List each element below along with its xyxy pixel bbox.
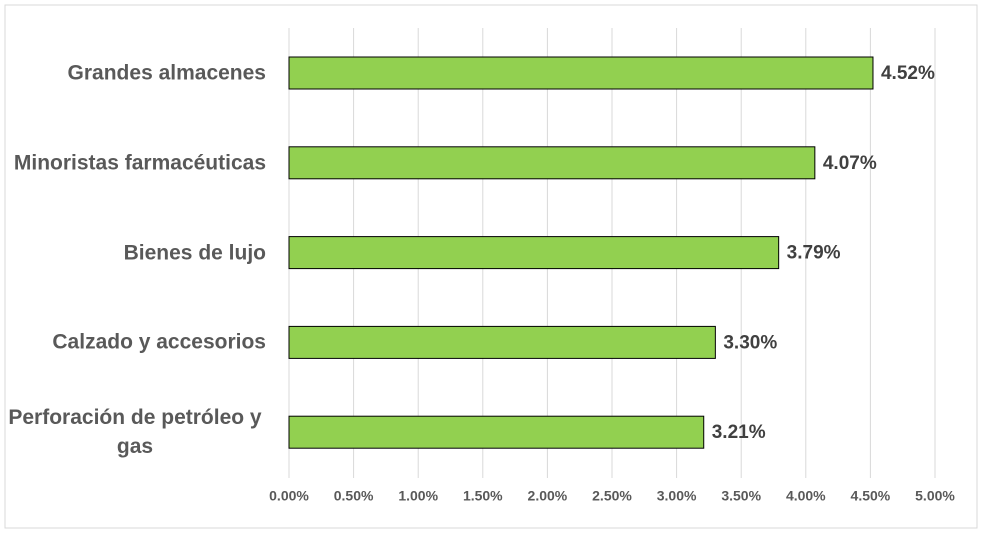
- x-tick-label: 1.50%: [463, 488, 503, 504]
- x-tick-label: 5.00%: [915, 488, 955, 504]
- value-label: 4.52%: [881, 63, 935, 84]
- value-label: 3.79%: [787, 243, 841, 264]
- bar: [288, 146, 816, 180]
- category-label: Bienes de lujo: [123, 241, 266, 265]
- bar: [288, 56, 874, 90]
- value-label: 3.30%: [723, 332, 777, 353]
- bar: [288, 415, 705, 449]
- x-tick-label: 4.50%: [851, 488, 891, 504]
- bar: [288, 325, 716, 359]
- bar: [288, 236, 780, 270]
- value-label: 4.07%: [823, 153, 877, 174]
- value-label: 3.21%: [712, 422, 766, 443]
- x-tick-label: 3.50%: [721, 488, 761, 504]
- category-label: Grandes almacenes: [67, 61, 266, 85]
- x-tick-label: 0.00%: [269, 488, 309, 504]
- x-tick-label: 3.00%: [657, 488, 697, 504]
- x-tick-label: 2.50%: [592, 488, 632, 504]
- x-tick-label: 2.00%: [528, 488, 568, 504]
- x-tick-label: 1.00%: [398, 488, 438, 504]
- x-tick-label: 4.00%: [786, 488, 826, 504]
- x-tick-label: 0.50%: [334, 488, 374, 504]
- category-label: Minoristas farmacéuticas: [13, 151, 266, 175]
- category-label: Perforación de petróleo y gas: [8, 406, 262, 459]
- category-label: Calzado y accesorios: [52, 330, 266, 354]
